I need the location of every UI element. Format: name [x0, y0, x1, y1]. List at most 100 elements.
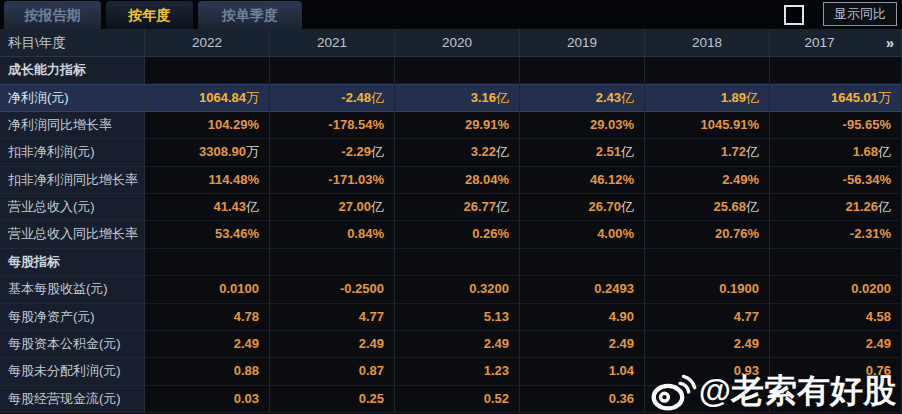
value-cell: 4.00%: [520, 221, 645, 248]
value-cell: 1.23: [395, 358, 520, 385]
value-cell: [395, 249, 520, 276]
column-header-subject: 科目\年度: [0, 29, 145, 56]
value-cell: 0.52: [395, 386, 520, 413]
value-cell: 0.0100: [145, 276, 270, 303]
value-cell: [270, 57, 395, 84]
row-label: 基本每股收益(元): [0, 276, 145, 303]
value-cell: 0.25: [270, 386, 395, 413]
value-cell: 0.2493: [520, 276, 645, 303]
value-cell: -56.34%: [770, 167, 902, 194]
table-row[interactable]: 净利润同比增长率104.29%-178.54%29.91%29.03%1045.…: [0, 112, 902, 139]
table-row[interactable]: 净利润(元)1064.84万-2.48亿3.16亿2.43亿1.89亿1645.…: [0, 84, 902, 111]
tab-annual[interactable]: 按年度: [106, 1, 193, 29]
value-cell: 0.87: [270, 358, 395, 385]
table-row[interactable]: 基本每股收益(元)0.0100-0.25000.32000.24930.1900…: [0, 276, 902, 303]
value-cell: 0.26%: [395, 221, 520, 248]
value-cell: [770, 386, 902, 413]
table-row[interactable]: 每股经营现金流(元)0.030.250.520.36: [0, 386, 902, 413]
tab-report-period[interactable]: 按报告期: [4, 1, 101, 29]
row-label: 扣非净利润(元): [0, 139, 145, 166]
tab-single-quarter[interactable]: 按单季度: [198, 1, 302, 29]
value-cell: 26.70亿: [520, 194, 645, 221]
value-cell: [395, 57, 520, 84]
value-cell: 2.49: [270, 331, 395, 358]
row-label: 扣非净利润同比增长率: [0, 167, 145, 194]
row-label: 净利润同比增长率: [0, 112, 145, 139]
financial-table: 科目\年度 202220212020201920182017» 成长能力指标净利…: [0, 29, 902, 413]
value-cell: 26.77亿: [395, 194, 520, 221]
column-header-year-2020: 2020: [395, 29, 520, 56]
value-cell: 4.77: [270, 304, 395, 331]
period-tabbar: 按报告期 按年度 按单季度: [0, 0, 902, 29]
value-cell: 21.26亿: [770, 194, 902, 221]
row-label: 营业总收入同比增长率: [0, 221, 145, 248]
value-cell: -2.48亿: [270, 84, 395, 111]
value-cell: -2.31%: [770, 221, 902, 248]
value-cell: 0.03: [145, 386, 270, 413]
table-row[interactable]: 每股资本公积金(元)2.492.492.492.492.492.49: [0, 331, 902, 358]
value-cell: 0.0200: [770, 276, 902, 303]
table-row[interactable]: 扣非净利润同比增长率114.48%-171.03%28.04%46.12%2.4…: [0, 167, 902, 194]
column-header-year-2021: 2021: [270, 29, 395, 56]
row-label: 每股未分配利润(元): [0, 358, 145, 385]
row-label: 每股资本公积金(元): [0, 331, 145, 358]
value-cell: 1.89亿: [645, 84, 770, 111]
row-label: 净利润(元): [0, 84, 145, 111]
value-cell: -171.03%: [270, 167, 395, 194]
value-cell: [520, 249, 645, 276]
table-row[interactable]: 每股未分配利润(元)0.880.871.231.040.930.76: [0, 358, 902, 385]
more-years-arrow[interactable]: »: [886, 29, 892, 56]
table-row[interactable]: 扣非净利润(元)3308.90万-2.29亿3.22亿2.51亿1.72亿1.6…: [0, 139, 902, 166]
show-yoy-checkbox[interactable]: [784, 5, 804, 25]
value-cell: -95.65%: [770, 112, 902, 139]
value-cell: -178.54%: [270, 112, 395, 139]
value-cell: 20.76%: [645, 221, 770, 248]
value-cell: 2.49: [645, 331, 770, 358]
value-cell: -0.2500: [270, 276, 395, 303]
row-label: 成长能力指标: [0, 57, 145, 84]
value-cell: [645, 386, 770, 413]
value-cell: 2.49: [770, 331, 902, 358]
table-row[interactable]: 营业总收入(元)41.43亿27.00亿26.77亿26.70亿25.68亿21…: [0, 194, 902, 221]
value-cell: 2.43亿: [520, 84, 645, 111]
column-header-year-2018: 2018: [645, 29, 770, 56]
column-header-year-2022: 2022: [145, 29, 270, 56]
show-yoy-button[interactable]: 显示同比: [823, 2, 897, 26]
value-cell: 0.1900: [645, 276, 770, 303]
section-row: 成长能力指标: [0, 57, 902, 84]
value-cell: [645, 57, 770, 84]
value-cell: 2.51亿: [520, 139, 645, 166]
value-cell: 4.58: [770, 304, 902, 331]
value-cell: [145, 57, 270, 84]
row-label: 营业总收入(元): [0, 194, 145, 221]
value-cell: 0.84%: [270, 221, 395, 248]
row-label: 每股指标: [0, 249, 145, 276]
value-cell: [520, 57, 645, 84]
table-header-row: 科目\年度 202220212020201920182017»: [0, 29, 902, 57]
value-cell: 4.77: [645, 304, 770, 331]
value-cell: 4.78: [145, 304, 270, 331]
table-body: 成长能力指标净利润(元)1064.84万-2.48亿3.16亿2.43亿1.89…: [0, 57, 902, 413]
value-cell: 2.49: [520, 331, 645, 358]
value-cell: 2.49%: [645, 167, 770, 194]
section-row: 每股指标: [0, 249, 902, 276]
table-row[interactable]: 每股净资产(元)4.784.775.134.904.774.58: [0, 304, 902, 331]
table-row[interactable]: 营业总收入同比增长率53.46%0.84%0.26%4.00%20.76%-2.…: [0, 221, 902, 248]
value-cell: -2.29亿: [270, 139, 395, 166]
value-cell: [645, 249, 770, 276]
value-cell: 0.36: [520, 386, 645, 413]
value-cell: 5.13: [395, 304, 520, 331]
value-cell: 25.68亿: [645, 194, 770, 221]
value-cell: 0.3200: [395, 276, 520, 303]
row-label: 每股经营现金流(元): [0, 386, 145, 413]
value-cell: 3.22亿: [395, 139, 520, 166]
value-cell: 2.49: [145, 331, 270, 358]
value-cell: 3.16亿: [395, 84, 520, 111]
value-cell: [145, 249, 270, 276]
value-cell: 1064.84万: [145, 84, 270, 111]
value-cell: 29.91%: [395, 112, 520, 139]
financial-indicators-screen: 按报告期 按年度 按单季度 显示同比 科目\年度 202220212020201…: [0, 0, 902, 414]
value-cell: 1045.91%: [645, 112, 770, 139]
row-label: 每股净资产(元): [0, 304, 145, 331]
value-cell: 2.49: [395, 331, 520, 358]
